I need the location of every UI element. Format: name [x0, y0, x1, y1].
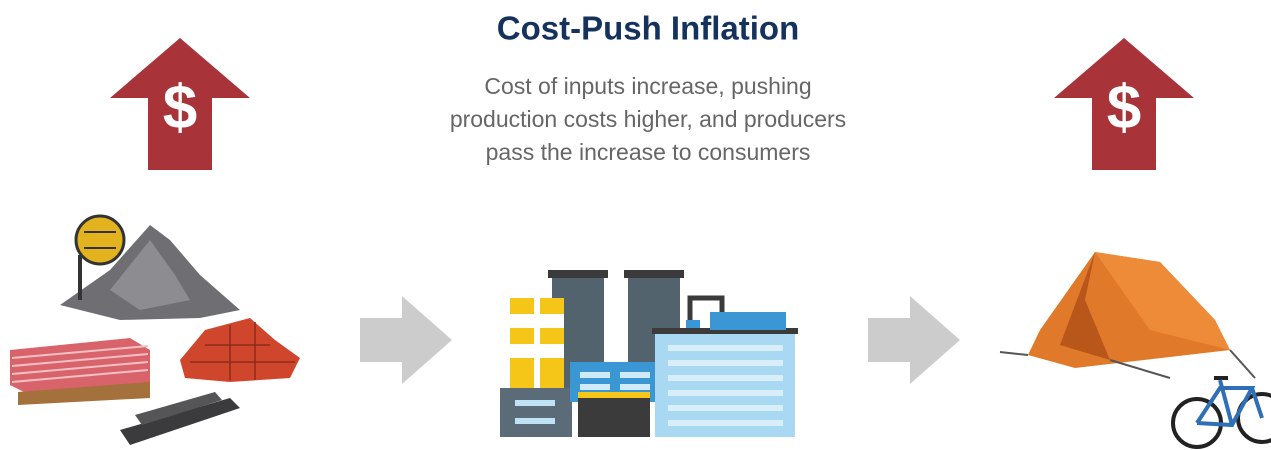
- title: Cost-Push Inflation: [497, 10, 799, 47]
- subtitle-line: pass the increase to consumers: [486, 139, 811, 165]
- dollar-sign: $: [163, 73, 197, 142]
- consumer-goods: [999, 252, 1271, 449]
- dollar-sign: $: [1107, 73, 1141, 142]
- factory: [500, 270, 798, 437]
- price-up-arrow: $: [1054, 38, 1194, 170]
- subtitle-line: production costs higher, and producers: [450, 106, 846, 132]
- raw-materials: [10, 214, 300, 445]
- flow-arrow: [868, 296, 960, 384]
- price-up-arrow: $: [110, 38, 250, 170]
- flow-arrow: [360, 296, 452, 384]
- subtitle-line: Cost of inputs increase, pushing: [484, 73, 811, 99]
